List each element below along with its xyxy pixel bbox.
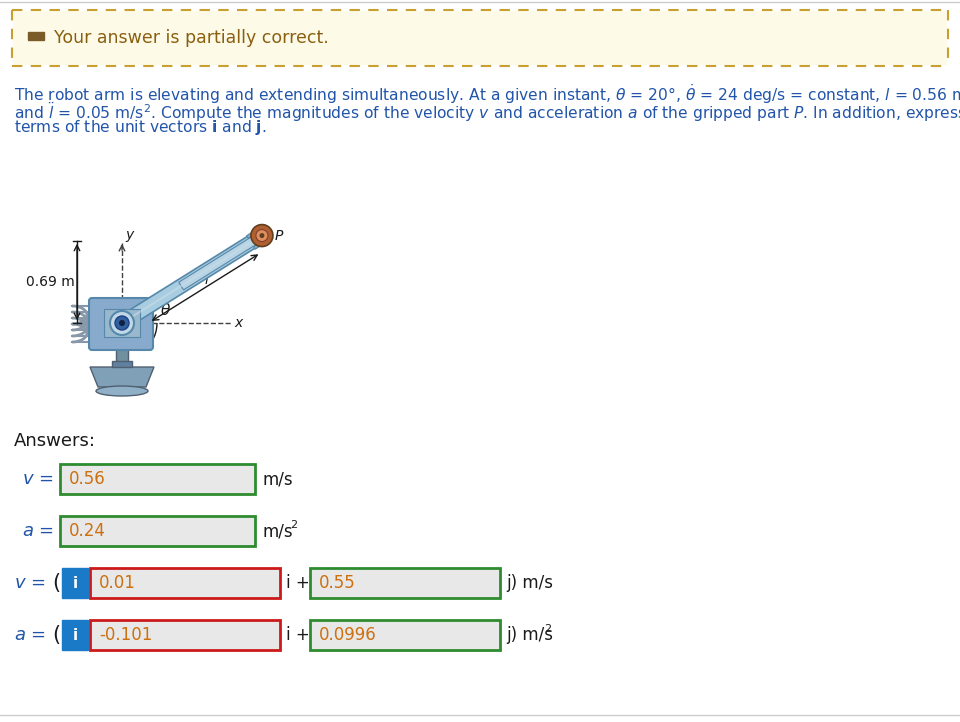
Bar xyxy=(104,309,140,337)
Text: 2: 2 xyxy=(290,520,298,530)
Bar xyxy=(28,32,44,40)
Bar xyxy=(310,568,500,598)
Text: i +: i + xyxy=(286,574,310,592)
Text: j) m/s: j) m/s xyxy=(506,626,553,644)
Text: $v$ =: $v$ = xyxy=(22,470,54,488)
Polygon shape xyxy=(118,235,257,329)
Polygon shape xyxy=(90,367,154,387)
Bar xyxy=(112,361,132,367)
Text: 0.55: 0.55 xyxy=(319,574,356,592)
Text: $l$: $l$ xyxy=(204,272,210,287)
Bar xyxy=(13,11,947,65)
Text: Answers:: Answers: xyxy=(14,432,96,450)
Text: i: i xyxy=(72,627,78,643)
Text: terms of the unit vectors $\mathbf{i}$ and $\mathbf{j}$.: terms of the unit vectors $\mathbf{i}$ a… xyxy=(14,118,266,137)
Bar xyxy=(90,620,280,650)
Circle shape xyxy=(251,225,273,247)
Circle shape xyxy=(256,230,268,242)
Text: m/s: m/s xyxy=(262,470,293,488)
Text: 2: 2 xyxy=(544,624,551,634)
Bar xyxy=(62,620,88,650)
Text: i +: i + xyxy=(286,626,310,644)
Text: m/s: m/s xyxy=(262,522,293,540)
Circle shape xyxy=(110,311,134,335)
Text: x: x xyxy=(234,316,242,330)
Ellipse shape xyxy=(96,386,148,396)
Bar xyxy=(310,620,500,650)
Circle shape xyxy=(259,233,264,238)
Text: 0.0996: 0.0996 xyxy=(319,626,376,644)
Text: j) m/s: j) m/s xyxy=(506,574,553,592)
Text: $\theta$: $\theta$ xyxy=(160,302,171,318)
Text: $v$ =: $v$ = xyxy=(14,574,45,592)
Text: and $\ddot{l}$ = 0.05 m/s$^2$. Compute the magnitudes of the velocity $v$ and ac: and $\ddot{l}$ = 0.05 m/s$^2$. Compute t… xyxy=(14,100,960,124)
Polygon shape xyxy=(247,225,266,238)
Text: 0.01: 0.01 xyxy=(99,574,136,592)
Bar xyxy=(60,464,255,494)
Text: The robot arm is elevating and extending simultaneously. At a given instant, $\t: The robot arm is elevating and extending… xyxy=(14,82,960,106)
Text: (: ( xyxy=(52,573,60,593)
Polygon shape xyxy=(179,237,255,290)
Text: (: ( xyxy=(52,625,60,645)
Text: P: P xyxy=(275,229,283,243)
Bar xyxy=(116,347,128,363)
Text: -0.101: -0.101 xyxy=(99,626,153,644)
Circle shape xyxy=(115,316,129,330)
Text: y: y xyxy=(125,228,133,242)
Text: $a$ =: $a$ = xyxy=(22,522,54,540)
Bar xyxy=(90,568,280,598)
Bar xyxy=(60,516,255,546)
Text: 0.24: 0.24 xyxy=(69,522,106,540)
Polygon shape xyxy=(253,235,273,249)
Circle shape xyxy=(119,320,125,326)
Text: i: i xyxy=(72,575,78,591)
Text: 0.69 m: 0.69 m xyxy=(26,275,75,289)
FancyBboxPatch shape xyxy=(89,298,153,350)
Text: 0.56: 0.56 xyxy=(69,470,106,488)
Bar xyxy=(62,568,88,598)
Text: Your answer is partially correct.: Your answer is partially correct. xyxy=(54,29,328,47)
Text: O: O xyxy=(108,318,117,328)
Text: $a$ =: $a$ = xyxy=(14,626,46,644)
